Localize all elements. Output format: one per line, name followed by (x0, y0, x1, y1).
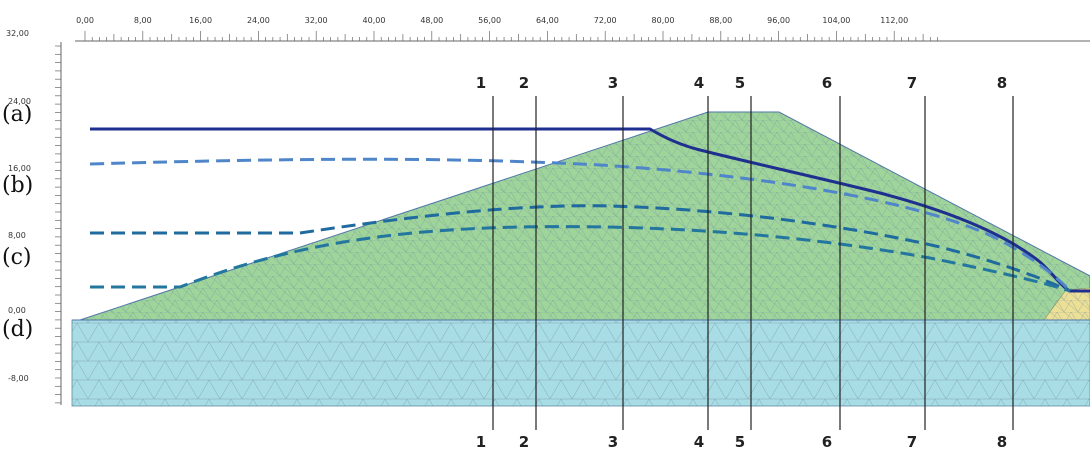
section-label-bottom-7: 7 (907, 433, 917, 451)
section-label-bottom-3: 3 (608, 433, 618, 451)
section-label-bottom-6: 6 (822, 433, 832, 451)
section-label-bottom-2: 2 (519, 433, 529, 451)
curve-label-c: (c) (2, 245, 32, 270)
phreatic-lines (89, 127, 1090, 293)
section-label-top-4: 4 (694, 74, 704, 92)
curve-labels: (a) (b) (c) (d) (2, 102, 33, 342)
curve-label-b: (b) (2, 173, 33, 198)
section-label-top-1: 1 (476, 74, 486, 92)
y-ruler-label: 0,00 (8, 306, 26, 315)
toe-drain-mesh (1044, 288, 1090, 320)
section-label-top-5: 5 (735, 74, 745, 92)
foundation-layer (71, 319, 1090, 407)
x-ruler-label: 72,00 (594, 16, 617, 25)
y-ruler-label: 16,00 (8, 164, 31, 173)
phreatic-line-c (90, 204, 1071, 293)
x-ruler-label: 112,00 (880, 16, 908, 25)
x-ruler-label: 88,00 (709, 16, 732, 25)
x-ruler-minor-ticks (84, 31, 938, 41)
section-label-bottom-1: 1 (476, 433, 486, 451)
section-lines (492, 96, 1014, 430)
y-ruler-top-label: 32,00 (6, 29, 29, 38)
section-label-top-6: 6 (822, 74, 832, 92)
x-ruler-label: 64,00 (536, 16, 559, 25)
dam-body (72, 111, 1090, 321)
x-ruler-label: 16,00 (189, 16, 212, 25)
y-ruler: 32,00 24,00 16,00 8,00 0,00 -8,00 (6, 29, 62, 405)
x-ruler-label: 32,00 (305, 16, 328, 25)
section-labels-top: 1 2 3 4 5 6 7 8 (476, 74, 1007, 92)
foundation-mesh (72, 320, 1090, 406)
x-ruler-label: 96,00 (767, 16, 790, 25)
section-label-top-8: 8 (997, 74, 1007, 92)
y-ruler-label: 8,00 (8, 231, 26, 240)
section-label-top-7: 7 (907, 74, 917, 92)
y-ruler-minor-ticks (55, 45, 61, 404)
x-ruler-labels: 0,00 8,00 16,00 24,00 32,00 40,00 48,00 56,00 64… (76, 16, 908, 25)
section-label-bottom-5: 5 (735, 433, 745, 451)
x-ruler-label: 40,00 (363, 16, 386, 25)
phreatic-line-d (90, 225, 1071, 293)
x-ruler-label: 56,00 (478, 16, 501, 25)
y-ruler-label: 24,00 (8, 97, 31, 106)
curve-label-a: (a) (2, 102, 32, 127)
section-label-bottom-8: 8 (997, 433, 1007, 451)
phreatic-line-b (89, 157, 1072, 293)
x-ruler-label: 0,00 (76, 16, 94, 25)
x-ruler-label: 24,00 (247, 16, 270, 25)
x-ruler: 0,00 8,00 16,00 24,00 32,00 40,00 48,00 56,00 64… (75, 16, 1090, 42)
x-ruler-label: 80,00 (652, 16, 675, 25)
curve-label-d: (d) (2, 317, 33, 342)
x-ruler-label: 48,00 (420, 16, 443, 25)
y-ruler-labels: 24,00 16,00 8,00 0,00 -8,00 (8, 97, 31, 383)
y-ruler-label: -8,00 (8, 374, 29, 383)
section-label-bottom-4: 4 (694, 433, 704, 451)
x-ruler-label: 8,00 (134, 16, 152, 25)
dam-mesh (80, 112, 1090, 320)
section-label-top-3: 3 (608, 74, 618, 92)
section-labels-bottom: 1 2 3 4 5 6 7 8 (476, 433, 1007, 451)
x-ruler-label: 104,00 (822, 16, 850, 25)
section-label-top-2: 2 (519, 74, 529, 92)
